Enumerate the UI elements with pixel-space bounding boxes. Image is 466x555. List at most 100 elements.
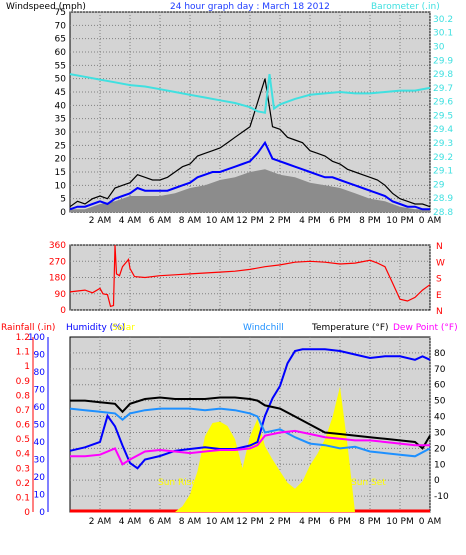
direction-degree-tick-labels: 0 90 180 270 360 bbox=[49, 241, 66, 316]
humidity-tick-label: 100 bbox=[28, 333, 45, 343]
barometer-tick-label: 28.9 bbox=[433, 194, 453, 204]
direction-grid bbox=[70, 244, 431, 311]
rainfall-tick-label: 1.2 bbox=[16, 333, 30, 343]
humidity-tick-label: 10 bbox=[34, 491, 46, 501]
wind-x-tick-label: 8 AM bbox=[179, 216, 202, 226]
wind-x-tick-label: 0 AM bbox=[419, 216, 442, 226]
temperature-tick-labels: -10 0 10 20 30 40 50 60 70 80 bbox=[434, 349, 449, 502]
direction-compass-tick-label: W bbox=[436, 258, 445, 268]
windspeed-tick-label: 55 bbox=[55, 61, 66, 71]
direction-degree-tick-label: 180 bbox=[49, 274, 66, 284]
humidity-line bbox=[69, 348, 431, 470]
rainfall-tick-label: 1 bbox=[24, 362, 30, 372]
windspeed-tick-label: 15 bbox=[55, 168, 66, 178]
windspeed-range-area bbox=[70, 169, 430, 212]
barometer-axis-label: Barometer (.in) bbox=[371, 2, 440, 12]
direction-degree-tick-label: 270 bbox=[49, 257, 66, 267]
temperature-tick-label: 40 bbox=[434, 413, 446, 423]
wind-x-tick-label: 2 AM bbox=[89, 216, 112, 226]
temperature-x-tick-label: 6 AM bbox=[149, 517, 172, 527]
direction-degree-tick-label: 360 bbox=[49, 241, 66, 251]
sunset-annotation: Sun Set bbox=[351, 478, 386, 488]
barometer-tick-label: 29 bbox=[433, 180, 445, 190]
barometer-tick-label: 29.2 bbox=[433, 153, 453, 163]
temperature-x-tick-label: 4 PM bbox=[299, 517, 321, 527]
windspeed-tick-label: 5 bbox=[60, 195, 66, 205]
windspeed-tick-label: 0 bbox=[60, 208, 66, 218]
temperature-x-tick-label: 10 PM bbox=[386, 517, 414, 527]
windspeed-max-line bbox=[69, 78, 431, 208]
barometer-tick-label: 29.3 bbox=[433, 139, 453, 149]
barometer-tick-label: 29.9 bbox=[433, 56, 453, 66]
dewpoint-axis-label: Dew Point (°F) bbox=[393, 323, 458, 333]
direction-compass-tick-label: E bbox=[436, 291, 442, 301]
barometer-tick-label: 29.4 bbox=[433, 125, 453, 135]
humidity-tick-label: 80 bbox=[34, 368, 46, 378]
barometer-tick-labels: 28.8 28.9 29 29.1 29.2 29.3 29.4 29.5 29.6 29.7 29… bbox=[433, 15, 453, 218]
wind-x-tick-label: 6 AM bbox=[149, 216, 172, 226]
temperature-tick-label: 0 bbox=[434, 476, 440, 486]
temperature-line bbox=[70, 396, 431, 450]
wind-x-tick-label: 2 PM bbox=[269, 216, 291, 226]
temperature-tick-label: 30 bbox=[434, 428, 446, 438]
windspeed-tick-label: 45 bbox=[55, 88, 66, 98]
rainfall-tick-label: 0.3 bbox=[16, 464, 30, 474]
sunrise-annotation: Sun Rise bbox=[158, 478, 197, 488]
rainfall-tick-label: 0.8 bbox=[16, 391, 31, 401]
humidity-tick-label: 20 bbox=[34, 473, 46, 483]
barometer-tick-label: 29.6 bbox=[433, 98, 453, 108]
barometer-tick-label: 30.1 bbox=[433, 29, 453, 39]
windchill-axis-label: Windchill bbox=[243, 323, 284, 333]
rainfall-tick-label: 0.7 bbox=[16, 406, 30, 416]
temperature-tick-label: 80 bbox=[434, 349, 446, 359]
direction-degree-tick-label: 90 bbox=[55, 290, 67, 300]
barometer-tick-label: 29.1 bbox=[433, 167, 453, 177]
windspeed-tick-labels: 0 5 10 15 20 25 30 35 40 45 50 55 60 65 70 75 bbox=[55, 8, 67, 218]
temperature-x-tick-label: 4 AM bbox=[119, 517, 142, 527]
rainfall-axis-label: Rainfall (.in) bbox=[1, 323, 55, 333]
windspeed-tick-label: 20 bbox=[55, 155, 67, 165]
temperature-axis-label: Temperature (°F) bbox=[311, 323, 389, 333]
wind-grid bbox=[70, 11, 431, 213]
temperature-series-group bbox=[69, 348, 431, 513]
windspeed-tick-label: 10 bbox=[55, 181, 67, 191]
temperature-x-tick-label: 0 AM bbox=[419, 517, 442, 527]
temperature-tick-label: 20 bbox=[434, 444, 446, 454]
wind-x-tick-label: 12 PM bbox=[236, 216, 264, 226]
temperature-x-tick-label: 2 PM bbox=[269, 517, 291, 527]
wind-x-tick-label: 4 PM bbox=[299, 216, 321, 226]
temperature-tick-label: 60 bbox=[434, 381, 446, 391]
direction-compass-tick-label: S bbox=[436, 275, 442, 285]
windspeed-tick-label: 25 bbox=[55, 141, 66, 151]
dewpoint-line bbox=[70, 429, 430, 466]
temperature-tick-label: 10 bbox=[434, 460, 446, 470]
rainfall-tick-labels: 0 0.1 0.2 0.3 0.4 0.5 0.6 0.7 0.8 0.9 1 1.1 1.2 bbox=[16, 333, 31, 518]
direction-series-group bbox=[69, 244, 431, 308]
wind-x-tick-label: 10 PM bbox=[386, 216, 414, 226]
temperature-x-tick-label: 8 AM bbox=[179, 517, 202, 527]
direction-compass-tick-label: N bbox=[436, 242, 443, 252]
barometer-tick-label: 29.7 bbox=[433, 84, 453, 94]
windspeed-tick-label: 70 bbox=[55, 21, 67, 31]
rainfall-tick-label: 0.5 bbox=[16, 435, 30, 445]
windspeed-tick-label: 35 bbox=[55, 115, 66, 125]
humidity-tick-label: 70 bbox=[34, 386, 46, 396]
barometer-tick-label: 29.5 bbox=[433, 111, 453, 121]
temperature-x-tick-label: 8 PM bbox=[359, 517, 381, 527]
rainfall-tick-label: 0.6 bbox=[16, 421, 31, 431]
humidity-tick-label: 0 bbox=[39, 508, 45, 518]
windchill-line bbox=[69, 407, 431, 458]
humidity-tick-label: 30 bbox=[34, 456, 46, 466]
wind-series-group bbox=[69, 73, 431, 212]
temperature-tick-label: -10 bbox=[434, 492, 449, 502]
windspeed-tick-label: 75 bbox=[55, 8, 66, 18]
temperature-x-tick-label: 12 PM bbox=[236, 517, 264, 527]
barometer-tick-label: 30 bbox=[433, 42, 445, 52]
barometer-tick-label: 28.8 bbox=[433, 208, 453, 218]
humidity-tick-label: 90 bbox=[34, 351, 46, 361]
wind-direction-line bbox=[69, 244, 431, 308]
temperature-tick-label: 70 bbox=[434, 365, 446, 375]
